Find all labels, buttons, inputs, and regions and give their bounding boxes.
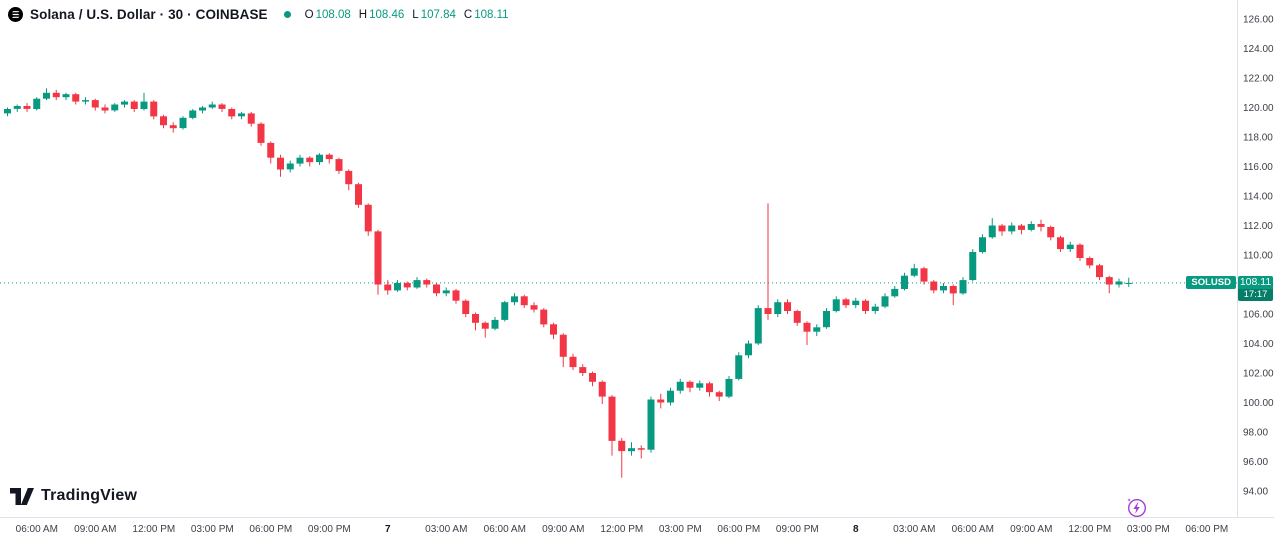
flash-boost-icon[interactable]	[1126, 497, 1147, 523]
price-axis[interactable]: 126.00 124.00 122.00 120.00 118.00 116.00 114.…	[1243, 15, 1274, 498]
svg-text:102.00: 102.00	[1243, 369, 1274, 380]
svg-text:09:00 AM: 09:00 AM	[74, 524, 116, 535]
last-price-axis-label: 108.11 17:17	[1238, 276, 1273, 302]
symbol-title[interactable]: Solana / U.S. Dollar · 30 · COINBASE	[30, 7, 268, 22]
svg-text:09:00 AM: 09:00 AM	[542, 524, 584, 535]
svg-text:06:00 PM: 06:00 PM	[717, 524, 760, 535]
ohlc-values: O 108.08 H 108.46 L 107.84 C 108.11	[305, 9, 517, 21]
svg-text:06:00 PM: 06:00 PM	[1185, 524, 1228, 535]
svg-text:122.00: 122.00	[1243, 74, 1274, 85]
svg-text:09:00 AM: 09:00 AM	[1010, 524, 1052, 535]
svg-text:03:00 PM: 03:00 PM	[191, 524, 234, 535]
market-status-icon[interactable]	[283, 11, 291, 18]
svg-text:106.00: 106.00	[1243, 310, 1274, 321]
price-line-symbol-label: SOLUSD	[1186, 276, 1236, 290]
tradingview-wordmark: TradingView	[41, 487, 138, 504]
svg-text:124.00: 124.00	[1243, 44, 1274, 55]
svg-text:03:00 AM: 03:00 AM	[893, 524, 935, 535]
candlestick-series[interactable]	[4, 88, 1133, 478]
svg-text:96.00: 96.00	[1243, 457, 1268, 468]
last-price-value: 108.11	[1239, 276, 1272, 289]
svg-text:104.00: 104.00	[1243, 339, 1274, 350]
svg-text:98.00: 98.00	[1243, 428, 1268, 439]
bar-countdown: 17:17	[1238, 289, 1273, 302]
ohlc-close-value: 108.11	[474, 8, 509, 21]
svg-text:09:00 PM: 09:00 PM	[308, 524, 351, 535]
svg-text:94.00: 94.00	[1243, 487, 1268, 498]
svg-text:100.00: 100.00	[1243, 398, 1274, 409]
svg-text:126.00: 126.00	[1243, 15, 1274, 26]
svg-text:120.00: 120.00	[1243, 103, 1274, 114]
svg-text:03:00 PM: 03:00 PM	[1127, 524, 1170, 535]
svg-text:03:00 PM: 03:00 PM	[659, 524, 702, 535]
svg-text:12:00 PM: 12:00 PM	[600, 524, 643, 535]
svg-text:7: 7	[385, 524, 391, 535]
ohlc-high-label: H	[358, 8, 368, 21]
ohlc-low-label: L	[412, 8, 419, 21]
ohlc-close-label: C	[463, 8, 473, 21]
svg-text:110.00: 110.00	[1243, 251, 1273, 262]
svg-text:112.00: 112.00	[1243, 221, 1273, 232]
tradingview-logo[interactable]: TradingView	[10, 487, 137, 505]
svg-text:114.00: 114.00	[1243, 192, 1273, 203]
svg-text:06:00 PM: 06:00 PM	[249, 524, 292, 535]
ohlc-low-value: 107.84	[420, 8, 456, 21]
svg-text:03:00 AM: 03:00 AM	[425, 524, 467, 535]
ohlc-open-label: O	[304, 8, 314, 21]
time-axis[interactable]: 06:00 AM 09:00 AM 12:00 PM 03:00 PM 06:00 PM…	[16, 524, 1229, 535]
svg-text:12:00 PM: 12:00 PM	[132, 524, 175, 535]
svg-text:06:00 AM: 06:00 AM	[952, 524, 994, 535]
ohlc-open-value: 108.08	[315, 8, 351, 21]
chart-legend[interactable]: Solana / U.S. Dollar · 30 · COINBASE O 10…	[8, 7, 517, 22]
svg-text:116.00: 116.00	[1243, 162, 1273, 173]
svg-text:09:00 PM: 09:00 PM	[776, 524, 819, 535]
svg-text:06:00 AM: 06:00 AM	[16, 524, 58, 535]
tradingview-logo-icon	[10, 487, 34, 505]
ohlc-high-value: 108.46	[369, 8, 405, 21]
svg-text:118.00: 118.00	[1243, 133, 1273, 144]
svg-text:06:00 AM: 06:00 AM	[484, 524, 526, 535]
svg-text:8: 8	[853, 524, 859, 535]
solana-logo-icon	[8, 7, 23, 22]
svg-text:12:00 PM: 12:00 PM	[1068, 524, 1111, 535]
